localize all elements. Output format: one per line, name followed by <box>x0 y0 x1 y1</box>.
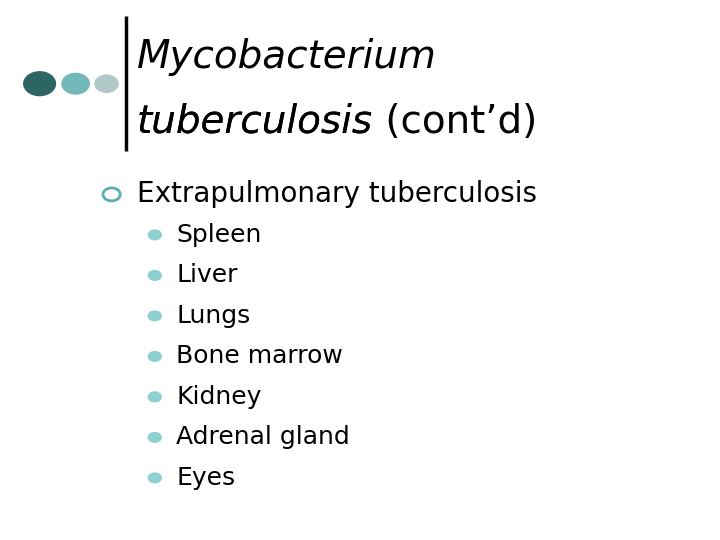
Circle shape <box>62 73 89 94</box>
Circle shape <box>148 433 161 442</box>
Text: Spleen: Spleen <box>176 223 262 247</box>
Text: Lungs: Lungs <box>176 304 251 328</box>
Text: Eyes: Eyes <box>176 466 235 490</box>
Circle shape <box>148 473 161 483</box>
Text: tuberculosis: tuberculosis <box>137 103 373 140</box>
Circle shape <box>24 72 55 96</box>
Text: Kidney: Kidney <box>176 385 262 409</box>
Circle shape <box>148 352 161 361</box>
Text: Bone marrow: Bone marrow <box>176 345 343 368</box>
Circle shape <box>148 311 161 321</box>
Circle shape <box>148 392 161 402</box>
Circle shape <box>95 75 118 92</box>
Text: Extrapulmonary tuberculosis: Extrapulmonary tuberculosis <box>137 180 537 208</box>
Text: (cont’d): (cont’d) <box>373 103 537 140</box>
Text: tuberculosis: tuberculosis <box>137 103 373 140</box>
Text: Adrenal gland: Adrenal gland <box>176 426 350 449</box>
Text: Liver: Liver <box>176 264 238 287</box>
Text: Mycobacterium: Mycobacterium <box>137 38 436 76</box>
Circle shape <box>148 230 161 240</box>
Circle shape <box>148 271 161 280</box>
